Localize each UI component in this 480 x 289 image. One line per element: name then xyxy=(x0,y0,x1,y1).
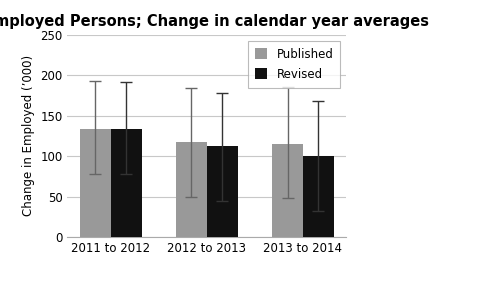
Y-axis label: Change in Employed (’000): Change in Employed (’000) xyxy=(22,55,35,216)
Bar xyxy=(206,146,237,237)
Bar xyxy=(302,156,333,237)
Bar xyxy=(272,144,302,237)
Legend: Published, Revised: Published, Revised xyxy=(248,40,340,88)
Bar xyxy=(80,129,110,237)
Bar xyxy=(110,129,141,237)
Title: Employed Persons; Change in calendar year averages: Employed Persons; Change in calendar yea… xyxy=(0,14,429,29)
Bar xyxy=(176,142,206,237)
